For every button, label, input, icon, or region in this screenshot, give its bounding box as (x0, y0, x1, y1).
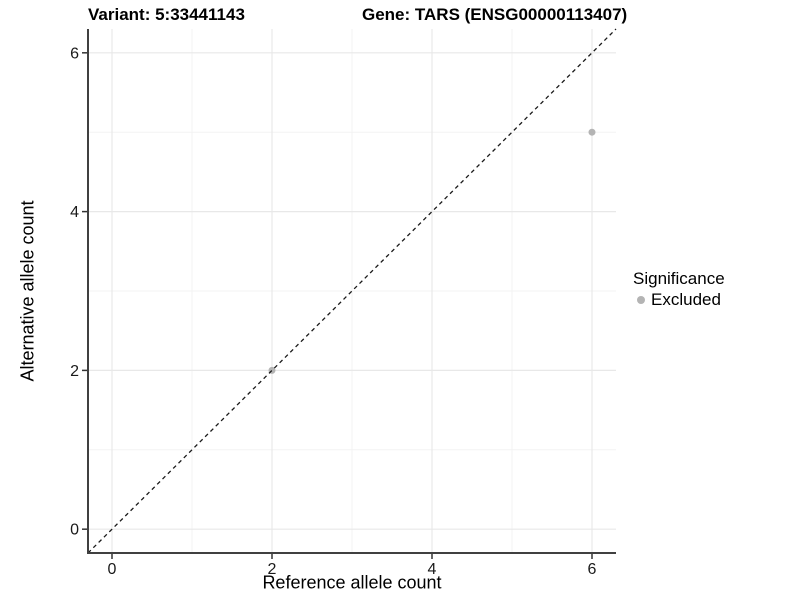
y-tick-label: 6 (70, 45, 79, 62)
x-tick-label: 6 (588, 561, 597, 578)
identity-reference-line (87, 28, 617, 554)
legend-point-icon (637, 296, 645, 304)
plot-title-gene: Gene: TARS (ENSG00000113407) (362, 5, 628, 24)
y-tick-label: 2 (70, 363, 79, 380)
data-point (588, 128, 596, 136)
y-tick-label: 0 (70, 522, 79, 539)
x-tick-label: 0 (108, 561, 117, 578)
x-axis-title: Reference allele count (262, 572, 442, 593)
plot-title-variant: Variant: 5:33441143 (88, 5, 245, 24)
y-axis-title: Alternative allele count (17, 200, 38, 382)
legend-title: Significance (633, 269, 725, 288)
legend-entry-excluded: Excluded (633, 290, 725, 310)
x-tick-label: 2 (268, 561, 277, 578)
y-tick-label: 4 (70, 204, 79, 221)
legend-entry-label: Excluded (651, 290, 721, 309)
legend: Significance Excluded (633, 268, 725, 310)
x-tick-label: 4 (428, 561, 437, 578)
